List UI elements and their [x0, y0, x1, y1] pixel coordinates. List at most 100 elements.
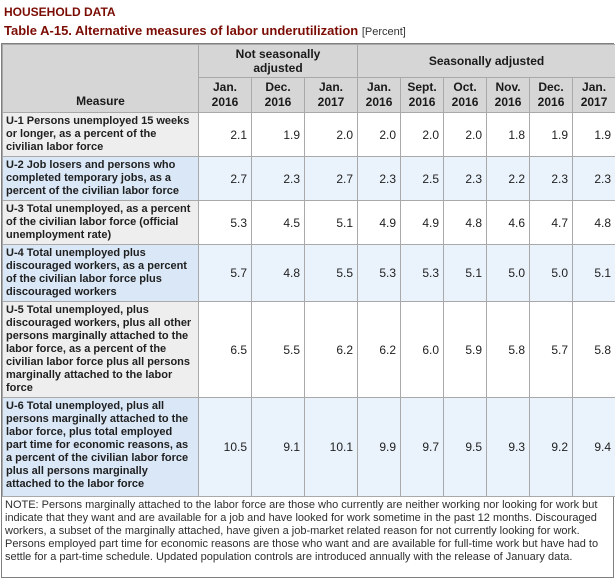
- column-header-year: 2016: [451, 95, 479, 109]
- value-cell-u3-col3: 5.1: [303, 200, 359, 245]
- value-cell-u2-col3: 2.7: [303, 156, 359, 201]
- column-header-1: Jan. 2016: [198, 77, 252, 113]
- measure-cell-u1: U-1 Persons unemployed 15 weeks or longe…: [2, 112, 199, 157]
- page: HOUSEHOLD DATA Table A-15. Alternative m…: [1, 5, 615, 578]
- value-cell-u5-col4: 6.2: [357, 301, 402, 398]
- section-kicker: HOUSEHOLD DATA: [4, 5, 116, 19]
- column-header-2: Dec. 2016: [251, 77, 305, 113]
- value-cell-u1-col7: 1.8: [486, 112, 531, 157]
- value-cell-u4-col2: 4.8: [251, 244, 305, 302]
- value-cell-u6-col1: 10.5: [198, 397, 252, 497]
- value-cell-u4-col8: 5.0: [529, 244, 574, 302]
- column-header-year: 2016: [211, 95, 239, 109]
- value-cell-u4-col6: 5.1: [443, 244, 488, 302]
- table-title-text: Table A-15. Alternative measures of labo…: [4, 23, 359, 38]
- table-title: Table A-15. Alternative measures of labo…: [4, 23, 614, 40]
- column-header-7: Nov. 2016: [486, 77, 531, 113]
- value-cell-u6-col5: 9.7: [400, 397, 445, 497]
- column-header-year: 2016: [494, 95, 522, 109]
- column-header-month: Oct.: [453, 80, 477, 94]
- value-cell-u4-col4: 5.3: [357, 244, 402, 302]
- column-header-month: Jan.: [212, 80, 237, 94]
- group-header-row: Measure Not seasonally adjusted Seasonal…: [2, 44, 615, 113]
- value-cell-u6-col9: 9.4: [572, 397, 615, 497]
- value-cell-u1-col6: 2.0: [443, 112, 488, 157]
- table-row-u6: U-6 Total unemployed, plus all persons m…: [2, 397, 615, 497]
- value-cell-u4-col1: 5.7: [198, 244, 252, 302]
- column-header-year: 2016: [264, 95, 292, 109]
- table-row-u4: U-4 Total unemployed plus discouraged wo…: [2, 244, 615, 302]
- table-unit-label: [Percent]: [361, 26, 406, 38]
- value-cell-u6-col7: 9.3: [486, 397, 531, 497]
- group-header-seasonally-adjusted: Seasonally adjusted: [357, 44, 615, 78]
- column-header-month: Dec.: [538, 80, 564, 94]
- value-cell-u2-col1: 2.7: [198, 156, 252, 201]
- value-cell-u1-col3: 2.0: [303, 112, 359, 157]
- value-cell-u5-col7: 5.8: [486, 301, 531, 398]
- value-cell-u1-col8: 1.9: [529, 112, 574, 157]
- value-cell-u6-col3: 10.1: [303, 397, 359, 497]
- value-cell-u2-col7: 2.2: [486, 156, 531, 201]
- value-cell-u1-col9: 1.9: [572, 112, 615, 157]
- value-cell-u3-col6: 4.8: [443, 200, 488, 245]
- value-cell-u5-col9: 5.8: [572, 301, 615, 398]
- value-cell-u1-col5: 2.0: [400, 112, 445, 157]
- value-cell-u3-col8: 4.7: [529, 200, 574, 245]
- value-cell-u5-col6: 5.9: [443, 301, 488, 398]
- measure-cell-u4: U-4 Total unemployed plus discouraged wo…: [2, 244, 199, 302]
- value-cell-u5-col2: 5.5: [251, 301, 305, 398]
- table-row-u3: U-3 Total unemployed, as a percent of th…: [2, 200, 615, 245]
- column-header-3: Jan. 2017: [303, 77, 359, 113]
- value-cell-u2-col9: 2.3: [572, 156, 615, 201]
- value-cell-u1-col2: 1.9: [251, 112, 305, 157]
- value-cell-u6-col2: 9.1: [251, 397, 305, 497]
- value-cell-u3-col2: 4.5: [251, 200, 305, 245]
- value-cell-u6-col8: 9.2: [529, 397, 574, 497]
- labor-underutilization-table: Measure Not seasonally adjusted Seasonal…: [2, 44, 615, 497]
- column-header-4: Jan. 2016: [357, 77, 402, 113]
- value-cell-u2-col6: 2.3: [443, 156, 488, 201]
- value-cell-u5-col8: 5.7: [529, 301, 574, 398]
- column-header-month: Sept.: [407, 80, 437, 94]
- value-cell-u2-col4: 2.3: [357, 156, 402, 201]
- column-header-6: Oct. 2016: [443, 77, 488, 113]
- group-header-not-seasonally-adjusted: Not seasonally adjusted: [197, 44, 359, 78]
- value-cell-u1-col4: 2.0: [357, 112, 402, 157]
- measure-cell-u6: U-6 Total unemployed, plus all persons m…: [2, 397, 199, 497]
- value-cell-u4-col9: 5.1: [572, 244, 615, 302]
- value-cell-u5-col3: 6.2: [303, 301, 359, 398]
- column-header-month: Jan.: [319, 80, 344, 94]
- column-header-year: 2017: [317, 95, 345, 109]
- column-header-year: 2016: [365, 95, 393, 109]
- value-cell-u4-col7: 5.0: [486, 244, 531, 302]
- value-cell-u5-col1: 6.5: [198, 301, 252, 398]
- measure-cell-u5: U-5 Total unemployed, plus discouraged w…: [2, 301, 199, 398]
- value-cell-u3-col9: 4.8: [572, 200, 615, 245]
- column-header-year: 2016: [537, 95, 565, 109]
- column-header-month: Dec.: [265, 80, 291, 94]
- group-header-nsa-label: Not seasonally adjusted: [235, 47, 321, 75]
- value-cell-u2-col2: 2.3: [251, 156, 305, 201]
- column-header-9: Jan. 2017: [572, 77, 615, 113]
- column-header-5: Sept. 2016: [400, 77, 445, 113]
- value-cell-u3-col5: 4.9: [400, 200, 445, 245]
- column-header-year: 2017: [580, 95, 608, 109]
- value-cell-u3-col1: 5.3: [198, 200, 252, 245]
- value-cell-u4-col3: 5.5: [303, 244, 359, 302]
- column-header-year: 2016: [408, 95, 436, 109]
- table-container: Measure Not seasonally adjusted Seasonal…: [1, 43, 615, 578]
- month-header-row: Jan. 2016 Dec. 2016 Jan. 2017 Jan. 2016 Sept. 201…: [3, 77, 615, 113]
- value-cell-u5-col5: 6.0: [400, 301, 445, 398]
- column-header-month: Nov.: [495, 80, 521, 94]
- value-cell-u2-col5: 2.5: [400, 156, 445, 201]
- table-row-u2: U-2 Job losers and persons who completed…: [2, 156, 615, 201]
- column-header-month: Jan.: [582, 80, 607, 94]
- table-row-u5: U-5 Total unemployed, plus discouraged w…: [2, 301, 615, 398]
- measure-cell-u2: U-2 Job losers and persons who completed…: [2, 156, 199, 201]
- value-cell-u3-col4: 4.9: [357, 200, 402, 245]
- value-cell-u6-col4: 9.9: [357, 397, 402, 497]
- group-header-sa-label: Seasonally adjusted: [428, 54, 545, 68]
- value-cell-u3-col7: 4.6: [486, 200, 531, 245]
- column-header-8: Dec. 2016: [529, 77, 574, 113]
- column-header-month: Jan.: [367, 80, 392, 94]
